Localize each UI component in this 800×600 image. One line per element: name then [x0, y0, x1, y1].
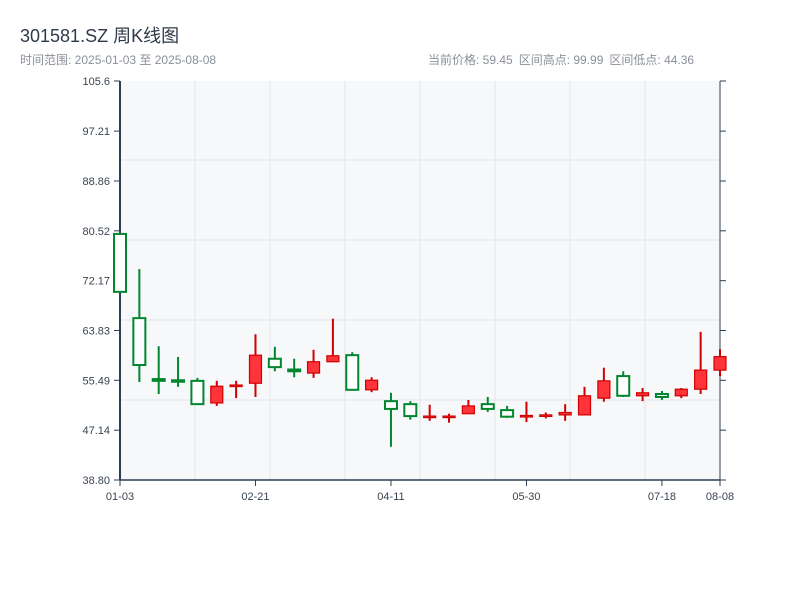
candle-up: [539, 414, 553, 417]
candle-up: [423, 415, 437, 419]
candle-up: [635, 392, 650, 397]
candle-up: [674, 388, 688, 397]
candle-down: [151, 378, 166, 382]
candle-up: [558, 411, 572, 416]
current-price: 当前价格: 59.45: [428, 53, 513, 67]
candle-up: [248, 354, 263, 384]
candle-up: [713, 356, 727, 371]
candle-up: [229, 384, 243, 388]
candle-down: [267, 357, 282, 369]
range-low: 区间低点: 44.36: [609, 53, 695, 67]
candle-down: [403, 403, 418, 418]
candle-down: [345, 354, 360, 391]
candle-down: [113, 232, 127, 293]
candle-down: [287, 368, 302, 373]
x-tick-label: 07-18: [648, 491, 676, 503]
x-tick-label: 05-30: [512, 491, 540, 503]
candle-down: [654, 392, 669, 398]
x-tick-label: 01-03: [106, 491, 134, 503]
x-tick-label: 08-08: [706, 491, 734, 503]
candle-up: [461, 405, 475, 415]
y-tick-label: 55.49: [82, 375, 110, 387]
y-tick-label: 63.83: [82, 325, 110, 337]
y-tick-label: 88.86: [82, 176, 110, 188]
y-tick-label: 80.52: [82, 226, 110, 238]
candle-up: [210, 385, 224, 404]
chart-title: 301581.SZ 周K线图: [20, 26, 180, 46]
candle-down: [171, 379, 186, 383]
candle-down: [500, 409, 515, 418]
x-tick-label: 04-11: [377, 491, 404, 503]
candle-up: [365, 379, 379, 391]
candle-down: [616, 375, 631, 397]
date-range-label: 时间范围: 2025-01-03 至 2025-08-08: [20, 53, 217, 67]
candle-up: [694, 369, 708, 390]
candle-up: [519, 414, 534, 418]
candle-up: [326, 355, 340, 363]
candle-up: [597, 380, 611, 399]
y-tick-label: 72.17: [82, 276, 110, 288]
candle-up: [306, 361, 321, 374]
y-tick-label: 97.21: [82, 126, 110, 138]
candle-down: [132, 317, 147, 367]
price-stats: 当前价格: 59.45 区间高点: 99.99 区间低点: 44.36: [428, 51, 700, 68]
y-tick-label: 38.80: [82, 475, 110, 487]
y-tick-label: 105.6: [82, 76, 110, 88]
candle-down: [383, 400, 398, 410]
candle-up: [442, 415, 456, 419]
candle-down: [480, 403, 495, 410]
x-tick-label: 02-21: [241, 491, 269, 503]
candle-down: [190, 379, 205, 406]
y-tick-label: 47.14: [82, 425, 110, 437]
candle-up: [577, 395, 592, 416]
range-high: 区间高点: 99.99: [518, 53, 604, 67]
